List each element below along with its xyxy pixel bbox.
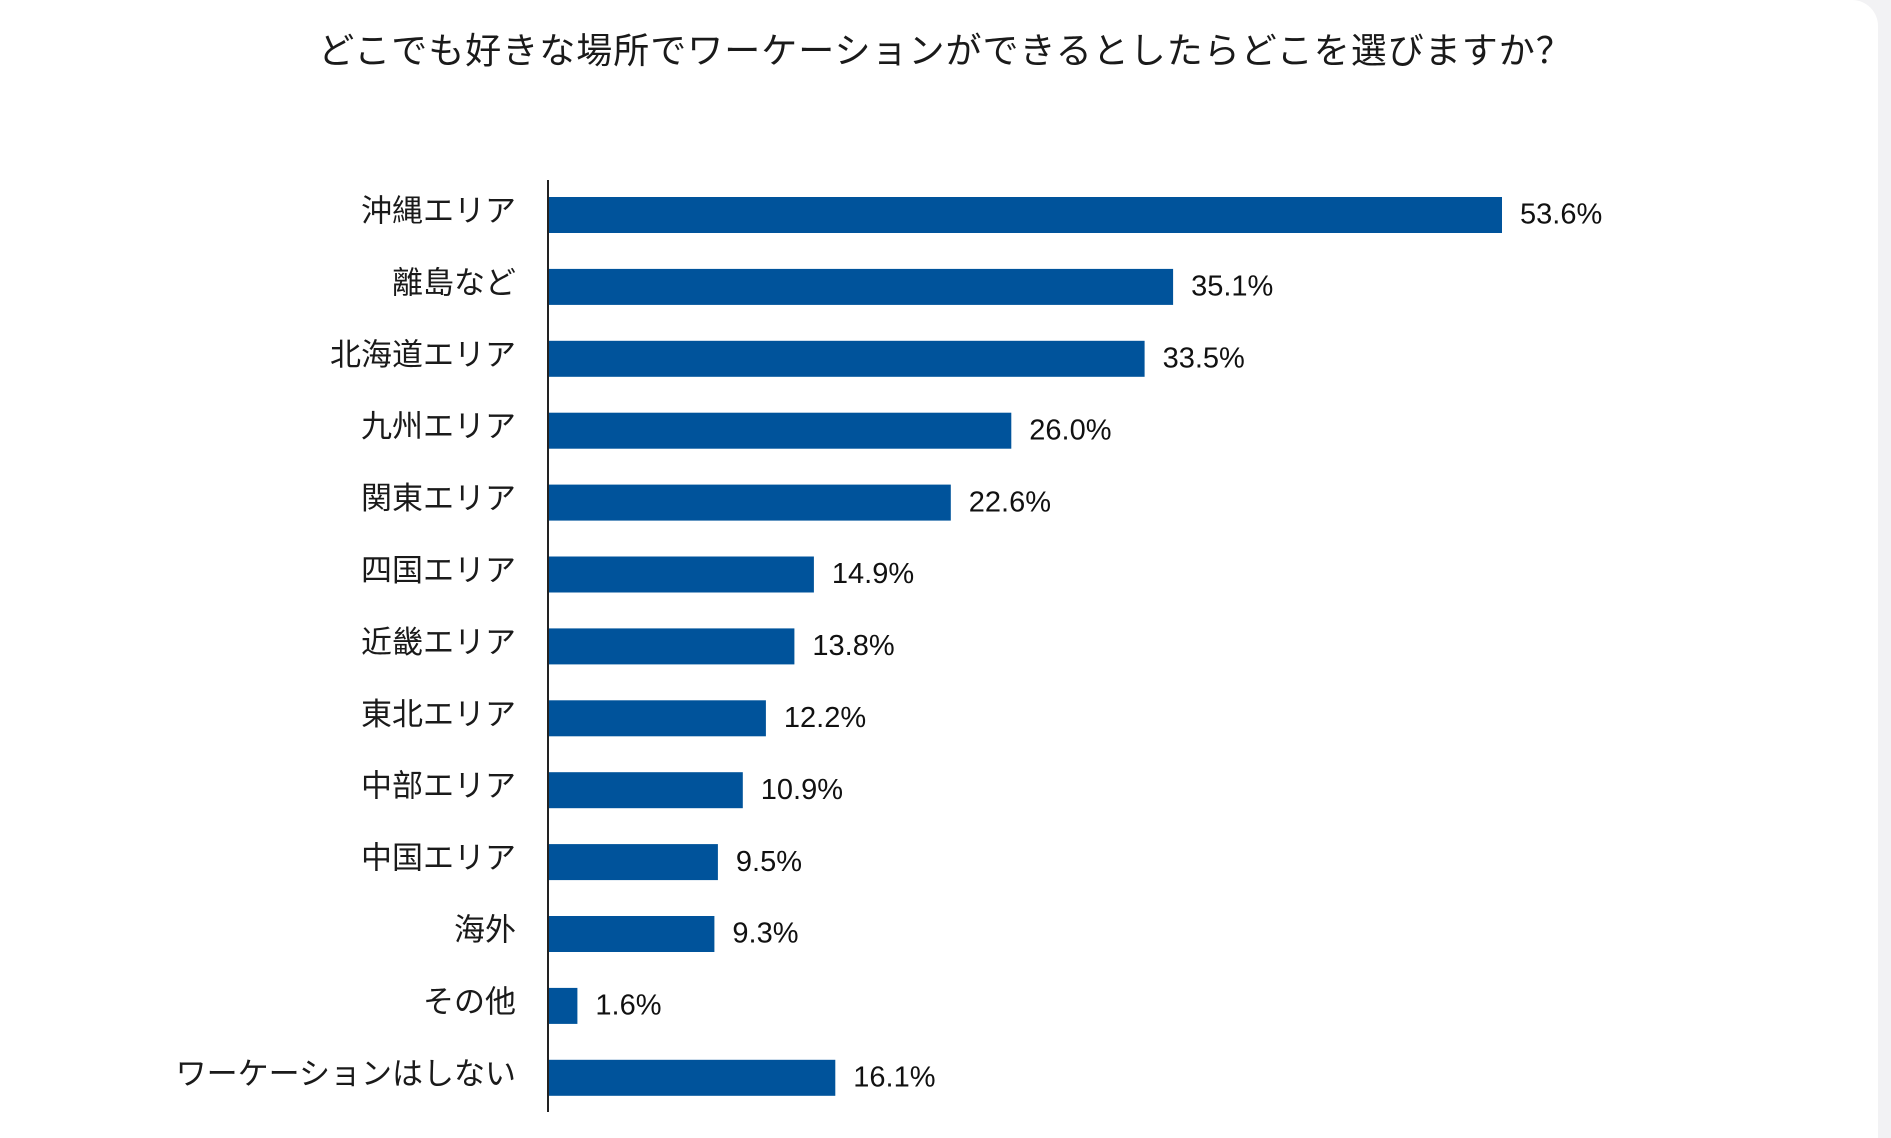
category-label: 中部エリア (361, 769, 516, 805)
bar (549, 916, 715, 952)
category-label: ワーケーションはしない (176, 1056, 516, 1092)
bar (549, 412, 1012, 449)
value-label: 53.6% (1520, 199, 1602, 231)
category-label: その他 (423, 984, 516, 1020)
value-label: 35.1% (1191, 271, 1273, 303)
bar (549, 340, 1145, 377)
value-label: 22.6% (969, 486, 1051, 518)
category-label: 九州エリア (361, 409, 516, 445)
bar (549, 1059, 836, 1096)
category-label: 東北エリア (361, 697, 516, 733)
value-label: 26.0% (1029, 414, 1111, 446)
value-label: 13.8% (812, 630, 894, 662)
category-label: 関東エリア (361, 481, 516, 517)
bar (549, 844, 718, 881)
bar (549, 197, 1502, 233)
bar (549, 268, 1174, 305)
chart-title: どこでも好きな場所でワーケーションができるとしたらどこを選びますか？ (318, 31, 1573, 72)
bar (549, 987, 578, 1024)
category-label: 近畿エリア (361, 625, 516, 661)
category-label: 四国エリア (361, 553, 516, 589)
category-label: 海外 (454, 913, 516, 949)
category-label: 沖縄エリア (361, 194, 516, 230)
bar (549, 772, 743, 809)
category-label: 北海道エリア (330, 337, 516, 373)
category-label: 中国エリア (361, 841, 516, 877)
value-label: 1.6% (595, 990, 661, 1022)
value-label: 14.9% (832, 558, 914, 590)
value-label: 9.3% (732, 918, 798, 950)
value-label: 16.1% (853, 1061, 935, 1093)
bar (549, 628, 795, 665)
category-label: 離島など (392, 265, 516, 301)
value-label: 9.5% (736, 846, 802, 878)
bar (549, 700, 766, 737)
value-label: 10.9% (761, 774, 843, 806)
value-label: 33.5% (1163, 342, 1245, 374)
bar (549, 484, 951, 521)
value-label: 12.2% (784, 702, 866, 734)
bar (549, 556, 814, 593)
